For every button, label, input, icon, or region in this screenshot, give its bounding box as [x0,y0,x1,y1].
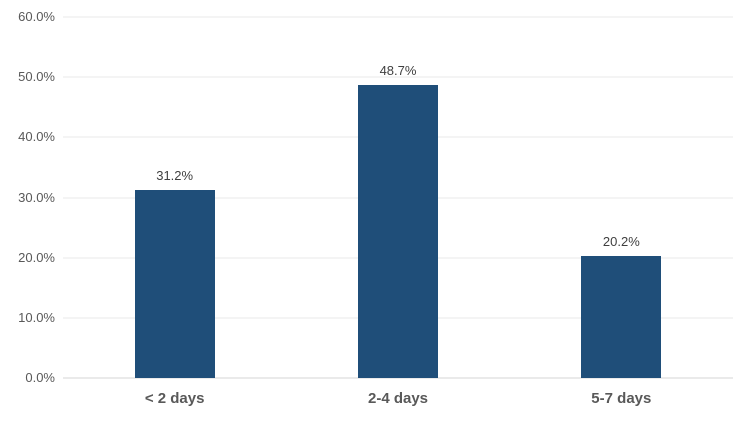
y-tick-label: 0.0% [25,370,55,385]
data-label: 48.7% [379,63,417,78]
bar-2-4 days [358,85,438,378]
y-tick-label: 10.0% [18,309,55,325]
category-label: < 2 days [144,390,205,407]
data-label: 31.2% [156,168,194,184]
y-tick-label: 20.0% [18,249,55,265]
plot-area: 31.2% 48.7% 20.2% [63,16,733,379]
category-label: 2-4 days [367,390,429,407]
gridline [63,76,733,78]
y-axis: 0.0% 10.0% 20.0% 30.0% 40.0% 50.0% 60.0% [0,9,55,385]
y-tick-label: 50.0% [18,69,55,85]
gridline [63,16,733,18]
x-axis-line [63,377,733,379]
y-tick-label: 40.0% [18,129,55,145]
category-label: 5-7 days [591,390,652,407]
data-label: 20.2% [602,234,640,250]
bar-< 2 days [134,190,215,378]
y-tick-label: 30.0% [18,189,55,205]
y-tick-label: 60.0% [18,9,55,24]
bar-5-7 days [581,256,662,378]
x-axis: < 2 days 2-4 days 5-7 days [63,378,733,418]
